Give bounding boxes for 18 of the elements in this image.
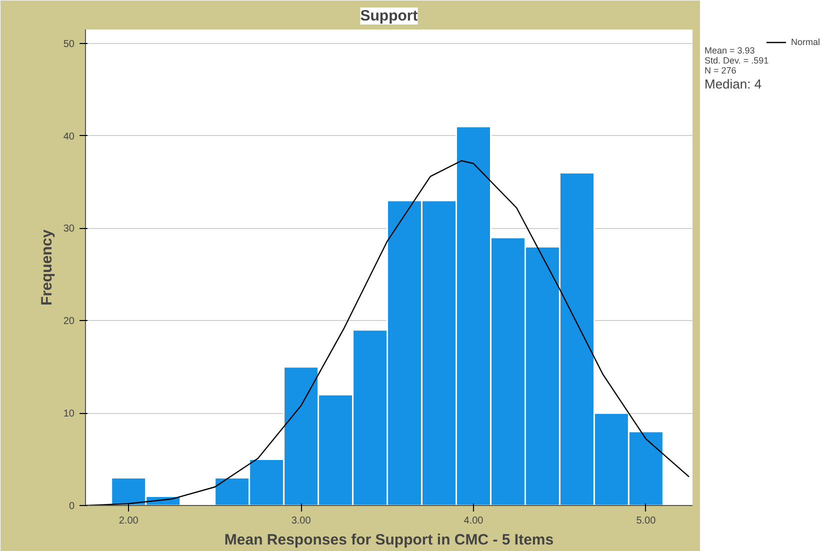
y-axis-title: Frequency <box>38 228 56 306</box>
y-tick-label: 0 <box>68 501 75 512</box>
text: N = 276 <box>704 66 736 76</box>
chart-title: Support <box>360 8 418 24</box>
x-tick-label: 5.00 <box>636 516 656 526</box>
text: Mean = 3.93 <box>704 46 755 56</box>
x-axis-title: Mean Responses for Support in CMC - 5 Items <box>224 532 554 548</box>
legend-label: Normal <box>790 37 820 47</box>
y-tick-label: 50 <box>63 38 75 50</box>
text: Median: 4 <box>704 76 762 92</box>
x-tick-label: 4.00 <box>464 516 484 526</box>
y-tick-label: 10 <box>63 408 75 420</box>
y-tick-label: 30 <box>63 224 75 235</box>
y-tick-label: 40 <box>63 131 75 142</box>
y-tick-label: 20 <box>63 316 75 328</box>
x-tick-label: 3.00 <box>291 516 312 526</box>
text: Std. Dev. = .591 <box>704 56 769 66</box>
x-tick-label: 2.00 <box>118 516 139 526</box>
